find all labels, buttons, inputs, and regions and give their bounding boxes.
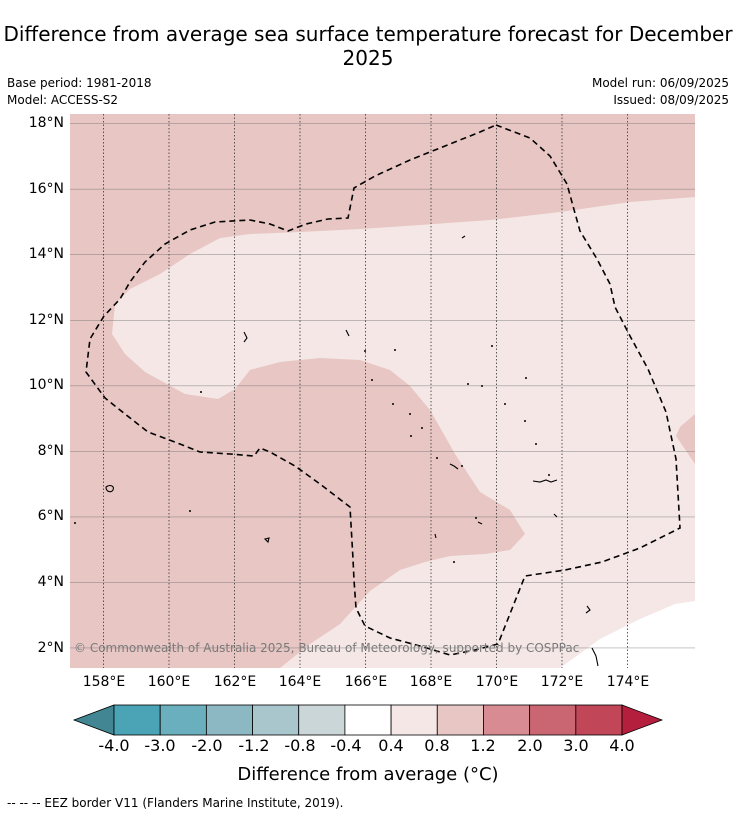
colorbar-segment <box>344 704 392 736</box>
issued-date: Issued: 08/09/2025 <box>613 93 729 107</box>
lon-label-168e: 168°E <box>409 674 453 690</box>
colorbar-label: 3.0 <box>563 736 589 755</box>
lat-label-12n: 12°N <box>28 312 64 328</box>
island-ponape <box>105 485 114 493</box>
island-atoll-b <box>477 521 483 525</box>
colorbar-label: -2.0 <box>191 736 223 755</box>
island-atoll-i <box>461 235 466 239</box>
lat-label-8n: 8°N <box>37 443 64 459</box>
colorbar-label: -1.2 <box>238 736 270 755</box>
lon-label-174e: 174°E <box>606 674 650 690</box>
base-period: Base period: 1981-2018 <box>7 76 152 90</box>
colorbar-segment <box>159 704 207 736</box>
meta-left: Base period: 1981-2018 Model: ACCESS-S2 <box>7 75 152 109</box>
lon-label-172e: 172°E <box>540 674 584 690</box>
colorbar-segment <box>113 704 161 736</box>
copyright-notice: © Commonwealth of Australia 2025, Bureau… <box>74 641 580 655</box>
island-atoll-h <box>345 329 350 337</box>
lon-label-162e: 162°E <box>213 674 257 690</box>
colorbar-segment <box>252 704 300 736</box>
lon-label-166e: 166°E <box>344 674 388 690</box>
lon-label-170e: 170°E <box>475 674 519 690</box>
meta-right: Model run: 06/09/2025 Issued: 08/09/2025 <box>592 75 729 109</box>
colorbar-segment <box>298 704 346 736</box>
colorbar-extend-high <box>621 704 664 736</box>
eez-footnote: -- -- -- EEZ border V11 (Flanders Marine… <box>7 796 344 810</box>
lat-label-10n: 10°N <box>28 377 64 393</box>
colorbar-label: -4.0 <box>98 736 130 755</box>
lat-label-18n: 18°N <box>28 115 64 131</box>
colorbar-label: 0.8 <box>424 736 450 755</box>
island-atoll-d <box>553 513 558 518</box>
colorbar-label: -0.8 <box>284 736 316 755</box>
island-atoll-j <box>434 533 437 539</box>
colorbar-label: 4.0 <box>609 736 635 755</box>
lat-label-6n: 6°N <box>37 508 64 524</box>
colorbar-label: 2.0 <box>517 736 543 755</box>
island-atoll-e <box>585 605 591 614</box>
map-title: Difference from average sea surface temp… <box>3 22 733 70</box>
colorbar-segment <box>483 704 531 736</box>
colorbar-segment <box>390 704 438 736</box>
model-run: Model run: 06/09/2025 <box>591 76 729 90</box>
eez-border <box>85 124 681 656</box>
colorbar-title: Difference from average (°C) <box>237 764 499 785</box>
island-atoll-f <box>591 647 599 667</box>
island-atoll-a <box>449 463 459 470</box>
colorbar-label: -0.4 <box>330 736 362 755</box>
colorbar-label: -3.0 <box>144 736 176 755</box>
island-atoll-g <box>243 331 248 343</box>
model-name: Model: ACCESS-S2 <box>7 93 119 107</box>
island-kosrae <box>263 537 270 544</box>
colorbar-segment <box>575 704 623 736</box>
anomaly-region-mid <box>112 197 695 668</box>
lat-label-14n: 14°N <box>28 246 64 262</box>
colorbar-segment <box>529 704 577 736</box>
colorbar-label: 0.4 <box>378 736 404 755</box>
lat-label-16n: 16°N <box>28 181 64 197</box>
lon-label-160e: 160°E <box>147 674 191 690</box>
colorbar-extend-low <box>72 704 115 736</box>
island-atoll-c <box>532 479 558 483</box>
sst-anomaly-map: © Commonwealth of Australia 2025, Bureau… <box>70 114 695 668</box>
colorbar-segment <box>436 704 484 736</box>
colorbar-label: 1.2 <box>470 736 496 755</box>
lat-label-4n: 4°N <box>37 574 64 590</box>
lon-label-158e: 158°E <box>82 674 126 690</box>
colorbar <box>72 704 664 736</box>
lon-label-164e: 164°E <box>278 674 322 690</box>
colorbar-segment <box>205 704 253 736</box>
lat-label-2n: 2°N <box>37 640 64 656</box>
